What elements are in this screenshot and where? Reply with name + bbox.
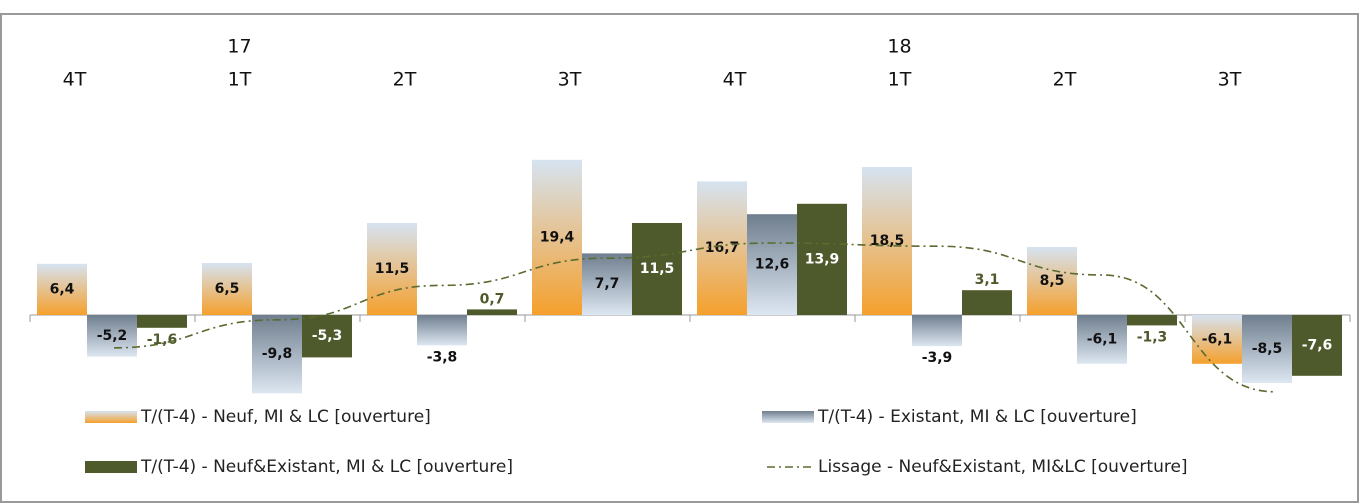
bar — [862, 167, 912, 315]
x-tick-label: 1T — [888, 69, 912, 91]
value-label: -5,2 — [97, 328, 128, 344]
bar — [962, 290, 1012, 315]
year-label: 18 — [887, 36, 911, 58]
bar — [137, 315, 187, 328]
bar — [1292, 315, 1342, 376]
value-label: 19,4 — [540, 229, 575, 245]
legend-label: T/(T-4) - Neuf, MI & LC [ouverture] — [140, 407, 431, 427]
value-label: 13,9 — [805, 251, 840, 267]
bar — [87, 315, 137, 357]
value-label: 11,5 — [640, 261, 675, 277]
value-label: 8,5 — [1040, 273, 1065, 289]
x-tick-label: 2T — [393, 69, 417, 91]
value-label: -6,1 — [1087, 331, 1118, 347]
x-tick-label: 3T — [1218, 69, 1242, 91]
bar — [252, 315, 302, 394]
value-label: -8,5 — [1252, 341, 1283, 357]
value-label: 6,5 — [215, 281, 240, 297]
value-label: -3,9 — [922, 350, 953, 366]
value-label: 3,1 — [975, 272, 1000, 288]
x-tick-label: 2T — [1053, 69, 1077, 91]
legend-label: T/(T-4) - Neuf&Existant, MI & LC [ouvert… — [140, 457, 513, 477]
smoothing-line — [113, 242, 1276, 393]
legend-swatch — [762, 411, 814, 423]
bar — [1192, 315, 1242, 364]
year-label: 17 — [227, 36, 251, 58]
value-label: 6,4 — [50, 281, 75, 297]
value-label: 0,7 — [480, 291, 505, 307]
legend-swatch — [85, 461, 137, 473]
legend-label: Lissage - Neuf&Existant, MI&LC [ouvertur… — [818, 457, 1188, 477]
bar — [532, 159, 582, 315]
x-tick-label: 1T — [228, 69, 252, 91]
value-label: -6,1 — [1202, 331, 1233, 347]
bar — [1242, 315, 1292, 383]
value-label: -1,6 — [147, 332, 178, 348]
bar — [582, 253, 632, 315]
value-label: 7,7 — [595, 276, 620, 292]
value-label: 16,7 — [705, 240, 740, 256]
value-label: 11,5 — [375, 261, 410, 277]
x-tick-label: 4T — [63, 69, 87, 91]
bar — [202, 263, 252, 315]
value-label: 12,6 — [755, 257, 790, 273]
x-tick-label: 3T — [558, 69, 582, 91]
bar — [1027, 247, 1077, 315]
legend-swatch — [85, 411, 137, 423]
bar — [747, 214, 797, 315]
bar — [467, 309, 517, 315]
bar — [632, 223, 682, 315]
value-label: -3,8 — [427, 349, 458, 365]
bar — [417, 315, 467, 346]
bar — [797, 203, 847, 315]
x-tick-label: 4T — [723, 69, 747, 91]
value-label: -1,3 — [1137, 329, 1168, 345]
value-label: -7,6 — [1302, 337, 1333, 353]
value-label: -5,3 — [312, 328, 343, 344]
bar — [37, 263, 87, 315]
bar — [302, 315, 352, 358]
bar — [367, 223, 417, 315]
bar — [1127, 315, 1177, 326]
bar — [697, 181, 747, 315]
value-label: -9,8 — [262, 346, 293, 362]
frame — [0, 13, 1359, 503]
legend-label: T/(T-4) - Existant, MI & LC [ouverture] — [817, 407, 1137, 427]
bar — [912, 315, 962, 347]
bar — [1077, 315, 1127, 364]
